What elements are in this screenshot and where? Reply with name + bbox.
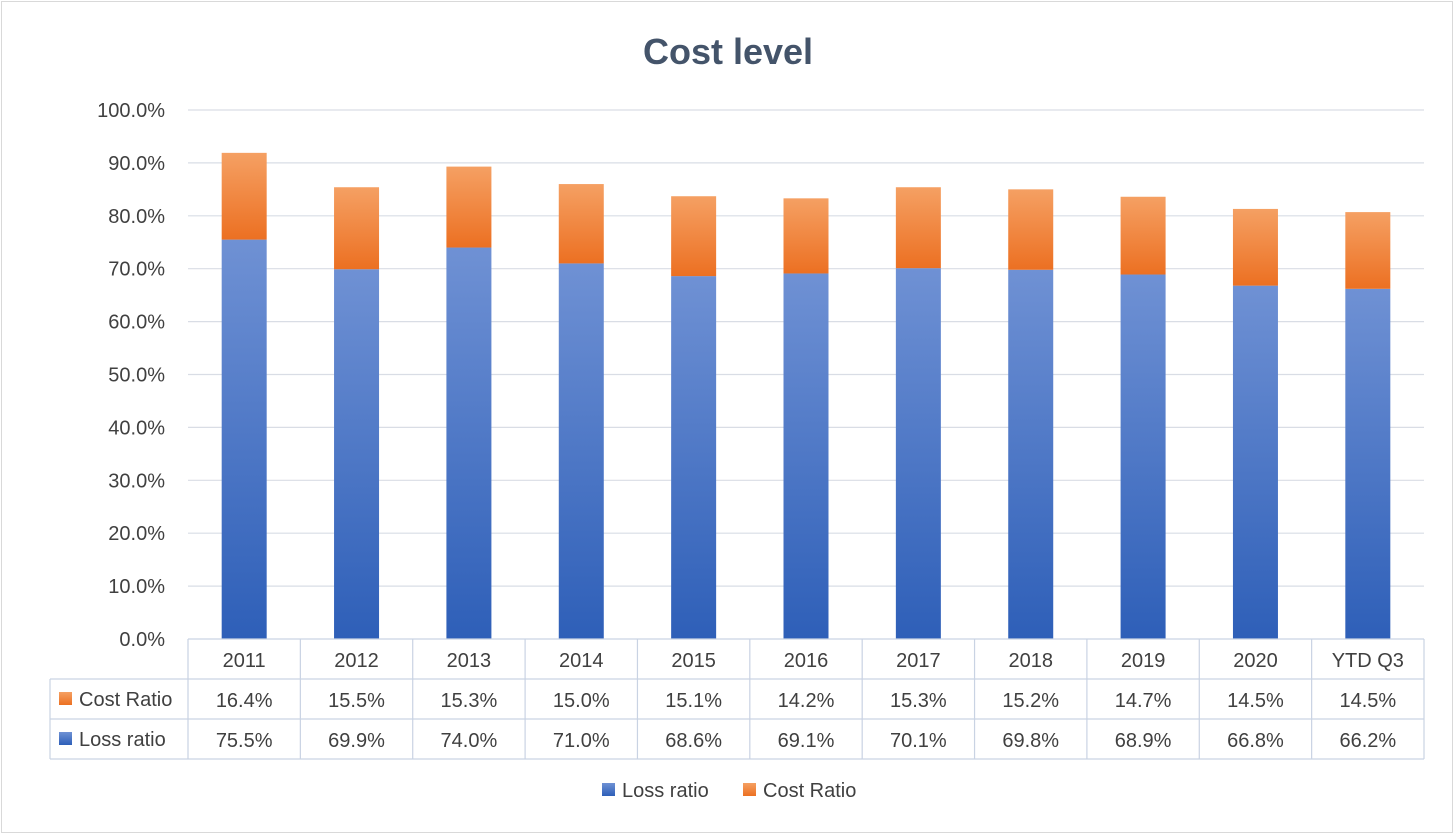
y-tick-label: 40.0% bbox=[108, 417, 165, 439]
table-cell-value: 16.4% bbox=[216, 690, 273, 712]
table-cell-value: 66.2% bbox=[1339, 730, 1396, 752]
legend-swatch bbox=[743, 783, 756, 796]
x-category-label: 2020 bbox=[1233, 650, 1278, 672]
y-tick-label: 30.0% bbox=[108, 470, 165, 492]
table-cell-value: 71.0% bbox=[553, 730, 610, 752]
y-tick-label: 100.0% bbox=[97, 100, 165, 122]
bar-loss-ratio bbox=[1232, 285, 1278, 639]
table-cell-value: 14.2% bbox=[778, 690, 835, 712]
table-cell-value: 69.8% bbox=[1002, 730, 1059, 752]
table-cell-value: 14.7% bbox=[1115, 690, 1172, 712]
x-category-label: 2016 bbox=[784, 650, 829, 672]
bar-cost-ratio bbox=[221, 152, 267, 240]
table-cell-value: 70.1% bbox=[890, 730, 947, 752]
y-tick-label: 20.0% bbox=[108, 523, 165, 545]
y-tick-label: 80.0% bbox=[108, 206, 165, 228]
bar-loss-ratio bbox=[1008, 269, 1054, 639]
bar-loss-ratio bbox=[334, 269, 380, 639]
y-tick-label: 50.0% bbox=[108, 365, 165, 387]
bar-cost-ratio bbox=[783, 198, 829, 274]
bar-cost-ratio bbox=[446, 166, 492, 248]
x-category-label: 2013 bbox=[447, 650, 492, 672]
x-category-label: 2015 bbox=[671, 650, 716, 672]
legend-label: Cost Ratio bbox=[763, 780, 856, 802]
y-tick-label: 10.0% bbox=[108, 576, 165, 598]
table-row-label: Loss ratio bbox=[79, 729, 166, 751]
bar-loss-ratio bbox=[221, 239, 267, 640]
y-tick-label: 60.0% bbox=[108, 312, 165, 334]
bar-loss-ratio bbox=[783, 273, 829, 639]
legend-swatch bbox=[602, 783, 615, 796]
table-cell-value: 69.9% bbox=[328, 730, 385, 752]
bar-cost-ratio bbox=[1008, 189, 1054, 270]
x-category-label: 2017 bbox=[896, 650, 941, 672]
table-legend-key bbox=[59, 692, 72, 705]
legend-label: Loss ratio bbox=[622, 780, 709, 802]
bar-cost-ratio bbox=[558, 184, 604, 264]
bar-cost-ratio bbox=[1120, 196, 1166, 275]
y-tick-label: 0.0% bbox=[119, 629, 165, 651]
table-cell-value: 15.2% bbox=[1002, 690, 1059, 712]
x-category-label: 2018 bbox=[1008, 650, 1053, 672]
bar-loss-ratio bbox=[446, 247, 492, 640]
bar-cost-ratio bbox=[895, 187, 941, 269]
bar-loss-ratio bbox=[895, 268, 941, 639]
table-cell-value: 15.3% bbox=[441, 690, 498, 712]
x-category-label: 2014 bbox=[559, 650, 604, 672]
bar-loss-ratio bbox=[1345, 288, 1391, 639]
table-row-label: Cost Ratio bbox=[79, 689, 172, 711]
table-cell-value: 66.8% bbox=[1227, 730, 1284, 752]
table-cell-value: 14.5% bbox=[1339, 690, 1396, 712]
bar-loss-ratio bbox=[671, 276, 717, 639]
bar-cost-ratio bbox=[1345, 212, 1391, 289]
table-cell-value: 75.5% bbox=[216, 730, 273, 752]
y-tick-label: 90.0% bbox=[108, 153, 165, 175]
table-cell-value: 14.5% bbox=[1227, 690, 1284, 712]
y-tick-label: 70.0% bbox=[108, 259, 165, 281]
x-category-label: YTD Q3 bbox=[1332, 650, 1404, 672]
table-cell-value: 74.0% bbox=[441, 730, 498, 752]
bar-cost-ratio bbox=[1232, 208, 1278, 286]
bar-cost-ratio bbox=[334, 187, 380, 270]
bar-loss-ratio bbox=[558, 263, 604, 639]
x-category-label: 2019 bbox=[1121, 650, 1166, 672]
table-cell-value: 68.9% bbox=[1115, 730, 1172, 752]
table-cell-value: 15.0% bbox=[553, 690, 610, 712]
table-cell-value: 15.1% bbox=[665, 690, 722, 712]
chart-title: Cost level bbox=[643, 31, 813, 72]
bar-cost-ratio bbox=[671, 196, 717, 277]
x-category-label: 2012 bbox=[334, 650, 379, 672]
table-cell-value: 69.1% bbox=[778, 730, 835, 752]
table-legend-key bbox=[59, 732, 72, 745]
table-cell-value: 15.3% bbox=[890, 690, 947, 712]
bar-loss-ratio bbox=[1120, 274, 1166, 639]
table-cell-value: 15.5% bbox=[328, 690, 385, 712]
x-category-label: 2011 bbox=[223, 650, 266, 672]
table-cell-value: 68.6% bbox=[665, 730, 722, 752]
